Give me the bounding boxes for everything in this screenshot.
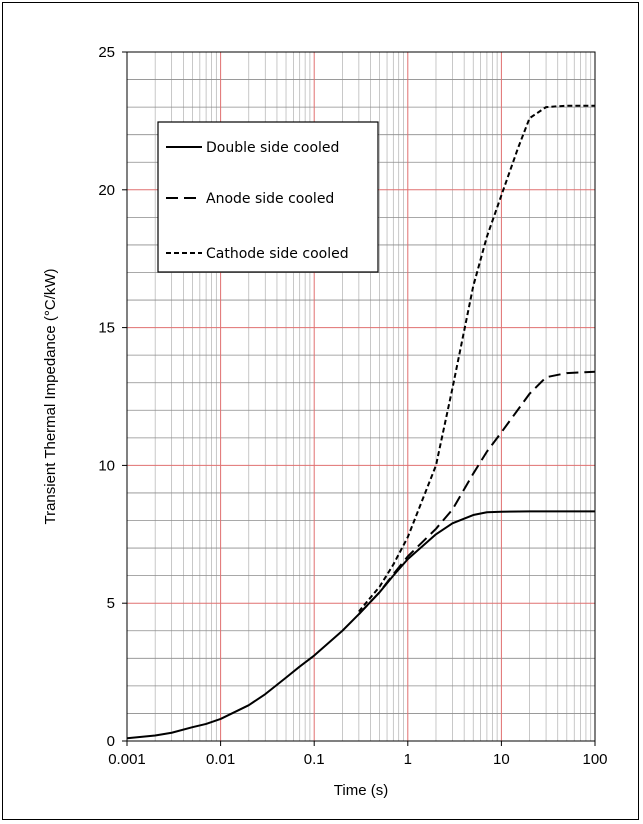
y-tick-label: 25	[98, 44, 115, 61]
tick-marks	[122, 51, 596, 746]
series-line-3	[358, 104, 595, 613]
x-axis-label: Time (s)	[334, 782, 388, 799]
x-tick-label: 1	[404, 751, 412, 768]
y-tick-label: 15	[98, 320, 115, 337]
x-tick-labels: 0.001 0.01 0.1 1 10 100	[108, 751, 607, 768]
y-tick-label: 10	[98, 457, 115, 474]
series-line-2	[358, 370, 596, 615]
legend: Double side cooled Anode side cooled Catho…	[157, 121, 379, 273]
x-tick-label: 0.1	[304, 751, 325, 768]
y-tick-label: 5	[107, 595, 115, 612]
x-tick-label: 100	[582, 751, 607, 768]
x-tick-label: 0.01	[206, 751, 235, 768]
x-tick-label: 0.001	[108, 751, 146, 768]
legend-label-3: Cathode side cooled	[206, 246, 349, 262]
series-line-1	[126, 510, 595, 740]
legend-label-2: Anode side cooled	[206, 191, 334, 207]
series-lines	[126, 104, 596, 740]
plot-border	[126, 51, 596, 742]
y-tick-label: 20	[98, 182, 115, 199]
x-tick-label: 10	[493, 751, 510, 768]
y-tick-label: 0	[107, 733, 115, 750]
legend-label-1: Double side cooled	[206, 140, 339, 156]
y-tick-labels: 0 5 10 15 20 25	[98, 44, 115, 750]
y-axis-label: Transient Thermal Impedance (°C/kW)	[42, 268, 59, 524]
